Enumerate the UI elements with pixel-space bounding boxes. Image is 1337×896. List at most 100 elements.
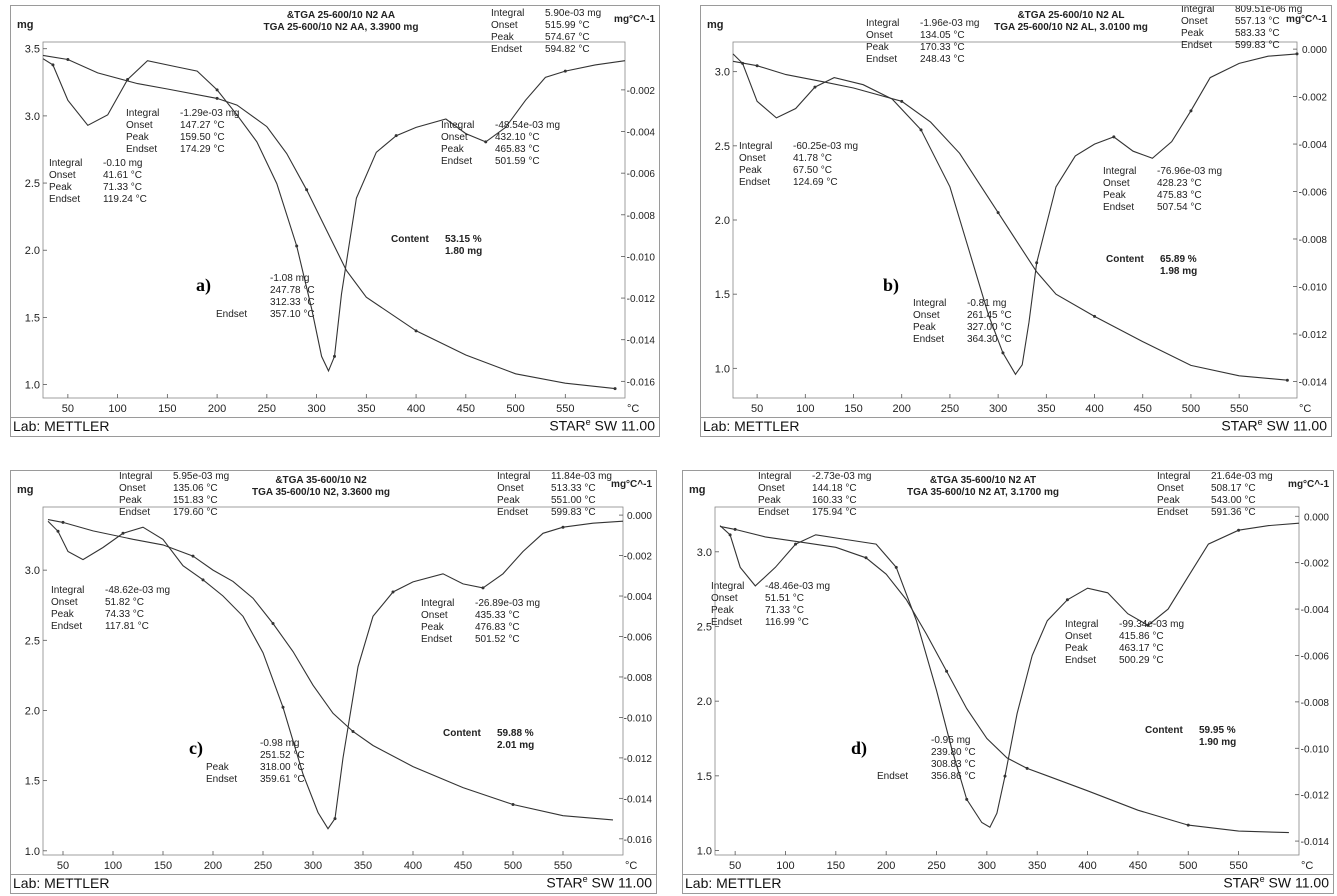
x-tick-label: 550 bbox=[1230, 403, 1248, 415]
x-tick-label: 50 bbox=[62, 403, 74, 415]
annotation-value: 428.23 °C bbox=[1157, 178, 1202, 189]
x-tick-label: 150 bbox=[158, 403, 176, 415]
dtg-point bbox=[1237, 528, 1241, 532]
annotation-value: 809.51e-06 mg bbox=[1235, 6, 1302, 15]
annotation-value: 41.61 °C bbox=[103, 170, 142, 181]
annotation-value: 500.29 °C bbox=[1119, 655, 1164, 666]
annotation-value: 119.24 °C bbox=[103, 194, 147, 205]
annotation-key: Endset bbox=[49, 194, 80, 205]
plot-frame bbox=[714, 506, 1300, 856]
x-tick-label: 500 bbox=[1179, 860, 1197, 872]
dtg-point bbox=[201, 578, 205, 582]
tga-point bbox=[945, 669, 949, 673]
annotation-value: 239.80 °C bbox=[931, 747, 976, 758]
panel-label: b) bbox=[883, 275, 899, 296]
annotation-value: 11.84e-03 mg bbox=[551, 471, 612, 482]
tga-series-line bbox=[719, 525, 1289, 834]
dtg-point bbox=[561, 525, 565, 529]
annotation-key: Integral bbox=[1065, 619, 1098, 630]
dtg-point bbox=[481, 586, 485, 590]
annotation-value: -48.46e-03 mg bbox=[765, 581, 830, 592]
x-tick-label: 200 bbox=[204, 860, 222, 872]
tga-point bbox=[1285, 378, 1289, 382]
annotation-key: Peak bbox=[1157, 495, 1181, 506]
annotation-key: Integral bbox=[1103, 166, 1136, 177]
annotation-value: 599.83 °C bbox=[1235, 40, 1280, 51]
annotation-key: Endset bbox=[1103, 202, 1134, 213]
software-label-a: STARe SW 11.00 bbox=[549, 417, 655, 434]
chart-subtitle: TGA 35-600/10 N2, 3.3600 mg bbox=[252, 487, 390, 498]
annotation-key: Onset bbox=[913, 310, 940, 321]
tga-point bbox=[733, 527, 737, 531]
annotation-key: Integral bbox=[497, 471, 530, 482]
annotation-key: Peak bbox=[491, 32, 515, 43]
y-left-tick-label: 2.5 bbox=[715, 141, 730, 153]
dtg-point bbox=[51, 63, 55, 67]
panel-label: d) bbox=[851, 738, 867, 759]
x-tick-label: 100 bbox=[776, 860, 794, 872]
content-label: Content bbox=[1145, 725, 1183, 736]
annotation-value: 543.00 °C bbox=[1211, 495, 1256, 506]
y-right-axis-unit: mg°C^-1 bbox=[1288, 479, 1329, 490]
tga-series-line bbox=[732, 60, 1288, 381]
annotation-key: Peak bbox=[1181, 28, 1205, 39]
dtg-point bbox=[1065, 598, 1069, 602]
y-right-tick-label: 0.000 bbox=[627, 511, 652, 522]
y-right-tick-label: -0.006 bbox=[1301, 651, 1330, 662]
x-axis-unit: °C bbox=[625, 860, 637, 872]
tga-point bbox=[996, 211, 1000, 215]
y-left-tick-label: 3.5 bbox=[25, 44, 40, 56]
annotation-key: Endset bbox=[119, 507, 150, 518]
tga-point bbox=[66, 57, 70, 61]
annotation-key: Endset bbox=[216, 309, 247, 320]
annotation-value: 160.33 °C bbox=[812, 495, 857, 506]
x-tick-label: 550 bbox=[554, 860, 572, 872]
lab-label-c: Lab: METTLER bbox=[13, 875, 110, 891]
annotation-key: Endset bbox=[739, 177, 770, 188]
annotation-key: Endset bbox=[206, 774, 237, 785]
annotation-key: Onset bbox=[497, 483, 524, 494]
dtg-point bbox=[894, 565, 898, 569]
y-right-axis-unit: mg°C^-1 bbox=[611, 479, 652, 490]
y-right-axis-unit: mg°C^-1 bbox=[614, 14, 655, 25]
annotation-value: -1.96e-03 mg bbox=[920, 18, 979, 29]
chart-2-plot: 50 100 150 200 250 300 350 400 450 500 550 °C 1.0 1.5… bbox=[17, 471, 652, 872]
annotation-key: Onset bbox=[49, 170, 76, 181]
tga-point bbox=[864, 556, 868, 560]
annotation-value: 147.27 °C bbox=[180, 120, 225, 131]
dtg-point bbox=[56, 529, 60, 533]
y-left-axis-unit: mg bbox=[17, 484, 34, 496]
annotation-value: 71.33 °C bbox=[765, 605, 804, 616]
annotation-key: Onset bbox=[51, 597, 78, 608]
content-mass: 1.90 mg bbox=[1199, 737, 1236, 748]
content-mass: 1.80 mg bbox=[445, 246, 482, 257]
x-tick-label: 350 bbox=[354, 860, 372, 872]
y-right-tick-label: 0.000 bbox=[1304, 512, 1329, 523]
annotation-key: Endset bbox=[866, 54, 897, 65]
lab-label-a: Lab: METTLER bbox=[13, 418, 110, 434]
y-right-tick-label: -0.008 bbox=[1301, 698, 1330, 709]
tga-point bbox=[613, 387, 617, 391]
annotation-value: 327.00 °C bbox=[967, 322, 1012, 333]
dtg-point bbox=[1112, 135, 1116, 139]
annotation-value: 5.95e-03 mg bbox=[173, 471, 229, 482]
y-right-tick-label: -0.010 bbox=[1299, 282, 1328, 293]
annotation-value: 356.86 °C bbox=[931, 771, 976, 782]
x-tick-label: 300 bbox=[307, 403, 325, 415]
y-right-tick-label: -0.012 bbox=[1301, 791, 1330, 802]
content-percent: 59.95 % bbox=[1199, 725, 1236, 736]
dtg-point bbox=[394, 134, 398, 138]
tga-point bbox=[1093, 314, 1097, 318]
annotation-value: 591.36 °C bbox=[1211, 507, 1256, 518]
annotation-key: Integral bbox=[126, 108, 159, 119]
chart-title: &TGA 35-600/10 N2 AT bbox=[930, 475, 1036, 486]
annotation-value: 415.86 °C bbox=[1119, 631, 1164, 642]
chart-panel-c: 50 100 150 200 250 300 350 400 450 500 550 °C 1.0 1.5… bbox=[10, 470, 657, 894]
y-right-tick-label: -0.002 bbox=[627, 86, 656, 97]
annotation-key: Integral bbox=[51, 585, 84, 596]
content-label: Content bbox=[1106, 254, 1144, 265]
lab-label-b: Lab: METTLER bbox=[703, 418, 800, 434]
x-tick-label: 500 bbox=[506, 403, 524, 415]
annotation-value: -1.29e-03 mg bbox=[180, 108, 239, 119]
chart-panel-a: 50 100 150 200 250 300 350 400 450 500 550 °C 1.0 1.5… bbox=[10, 5, 660, 437]
